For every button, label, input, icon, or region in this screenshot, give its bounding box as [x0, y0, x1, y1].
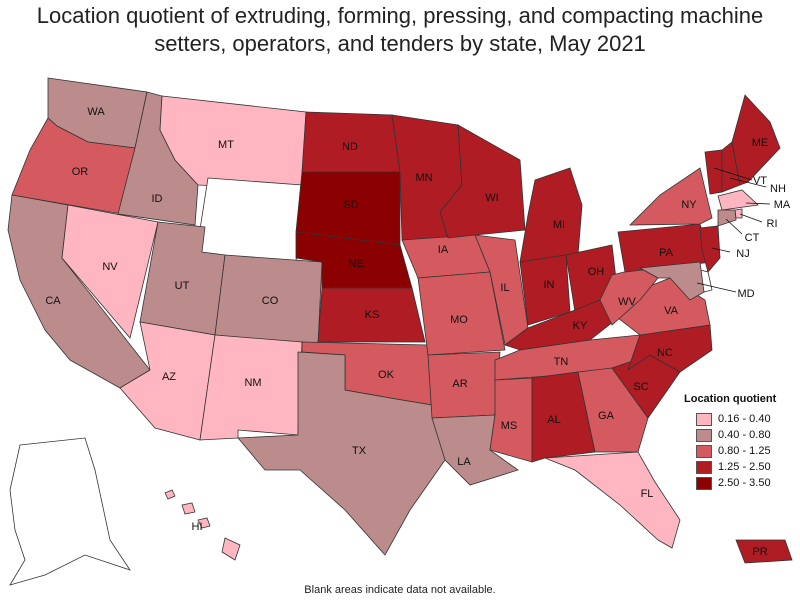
leader-ct	[725, 218, 743, 235]
legend-swatch	[696, 476, 712, 490]
state-label-IN: IN	[544, 279, 555, 291]
state-MA[interactable]	[717, 189, 759, 211]
state-label-CA: CA	[45, 295, 61, 307]
state-label-TN: TN	[554, 356, 569, 368]
state-label-OH: OH	[588, 266, 605, 278]
state-label-WI: WI	[485, 192, 498, 204]
state-label-PR: PR	[752, 546, 767, 558]
state-TX[interactable]	[237, 351, 446, 556]
state-MO[interactable]	[417, 271, 506, 356]
state-NY[interactable]	[629, 167, 713, 226]
state-label-MN: MN	[415, 172, 432, 184]
state-NJ[interactable]	[699, 225, 721, 273]
state-MS[interactable]	[489, 377, 533, 463]
footnote: Blank areas indicate data not available.	[304, 584, 496, 596]
state-label-MO: MO	[450, 314, 468, 326]
state-label-SD: SD	[343, 199, 358, 211]
legend-swatch	[696, 428, 712, 442]
leader-ma	[745, 202, 771, 205]
legend: Location quotient 0.16 - 0.40 0.40 - 0.8…	[680, 393, 798, 491]
state-label-WA: WA	[87, 106, 105, 118]
state-label-IA: IA	[438, 244, 449, 256]
state-AL[interactable]	[531, 371, 596, 463]
state-label-KY: KY	[573, 320, 588, 332]
state-label-AZ: AZ	[162, 371, 176, 383]
state-label-PA: PA	[659, 247, 674, 259]
legend-label: 0.16 - 0.40	[718, 413, 771, 425]
state-label-MD: MD	[737, 288, 754, 300]
legend-item: 2.50 - 3.50	[696, 475, 798, 491]
leader-ri	[739, 213, 763, 223]
legend-item: 0.16 - 0.40	[696, 411, 798, 427]
state-FL[interactable]	[544, 451, 681, 549]
state-label-WV: WV	[618, 296, 636, 308]
state-label-OR: OR	[72, 166, 89, 178]
state-label-NC: NC	[657, 347, 673, 359]
state-label-ND: ND	[342, 141, 358, 153]
state-label-LA: LA	[457, 456, 471, 468]
leader-vt	[713, 167, 753, 181]
state-label-ID: ID	[152, 193, 163, 205]
legend-label: 2.50 - 3.50	[718, 477, 771, 489]
legend-label: 1.25 - 2.50	[718, 461, 771, 473]
leader-nh	[729, 177, 767, 188]
state-MD[interactable]	[638, 261, 705, 301]
state-ME[interactable]	[731, 94, 781, 186]
state-label-FL: FL	[641, 488, 654, 500]
leader-md	[696, 282, 737, 293]
state-label-MS: MS	[501, 420, 518, 432]
state-label-AL: AL	[547, 414, 560, 426]
state-label-VT: VT	[753, 175, 767, 187]
state-label-MA: MA	[774, 199, 791, 211]
state-WY[interactable]	[195, 177, 303, 263]
legend-swatch	[696, 460, 712, 474]
state-label-NM: NM	[244, 377, 261, 389]
state-CT[interactable]	[717, 209, 737, 227]
state-label-CT: CT	[745, 232, 760, 244]
legend-label: 0.80 - 1.25	[718, 445, 771, 457]
state-label-NY: NY	[681, 199, 697, 211]
state-PR[interactable]	[735, 539, 793, 564]
map-title: Location quotient of extruding, forming,…	[36, 3, 764, 56]
state-HI[interactable]	[164, 489, 241, 561]
label-leader-lines	[696, 167, 771, 293]
state-label-AR: AR	[452, 378, 467, 390]
legend-swatch	[696, 444, 712, 458]
state-label-NV: NV	[102, 261, 118, 273]
state-label-SC: SC	[633, 381, 648, 393]
state-label-MT: MT	[218, 139, 234, 151]
state-IA[interactable]	[401, 234, 491, 279]
state-label-ME: ME	[752, 137, 769, 149]
state-label-IL: IL	[500, 282, 509, 294]
state-VT[interactable]	[704, 149, 723, 195]
state-label-OK: OK	[378, 369, 395, 381]
state-MI[interactable]	[519, 167, 583, 263]
legend-label: 0.40 - 0.80	[718, 429, 771, 441]
state-AK[interactable]	[9, 437, 131, 586]
state-label-NH: NH	[770, 183, 786, 195]
leader-nj	[711, 247, 731, 253]
state-label-TX: TX	[352, 445, 367, 457]
legend-item: 0.80 - 1.25	[696, 443, 798, 459]
legend-item: 1.25 - 2.50	[696, 459, 798, 475]
legend-item: 0.40 - 0.80	[696, 427, 798, 443]
state-NV[interactable]	[61, 204, 159, 339]
state-label-GA: GA	[598, 410, 615, 422]
state-label-UT: UT	[175, 280, 190, 292]
state-label-VA: VA	[664, 305, 679, 317]
state-label-RI: RI	[767, 218, 778, 230]
legend-swatch	[696, 412, 712, 426]
state-label-HI: HI	[192, 521, 203, 533]
state-KS[interactable]	[317, 287, 426, 343]
state-label-MI: MI	[553, 219, 565, 231]
state-WI[interactable]	[439, 124, 526, 239]
state-label-NJ: NJ	[736, 248, 749, 260]
legend-title: Location quotient	[684, 393, 777, 405]
state-label-CO: CO	[262, 295, 279, 307]
state-label-KS: KS	[365, 309, 380, 321]
state-label-NE: NE	[348, 258, 363, 270]
state-GA[interactable]	[577, 367, 649, 453]
